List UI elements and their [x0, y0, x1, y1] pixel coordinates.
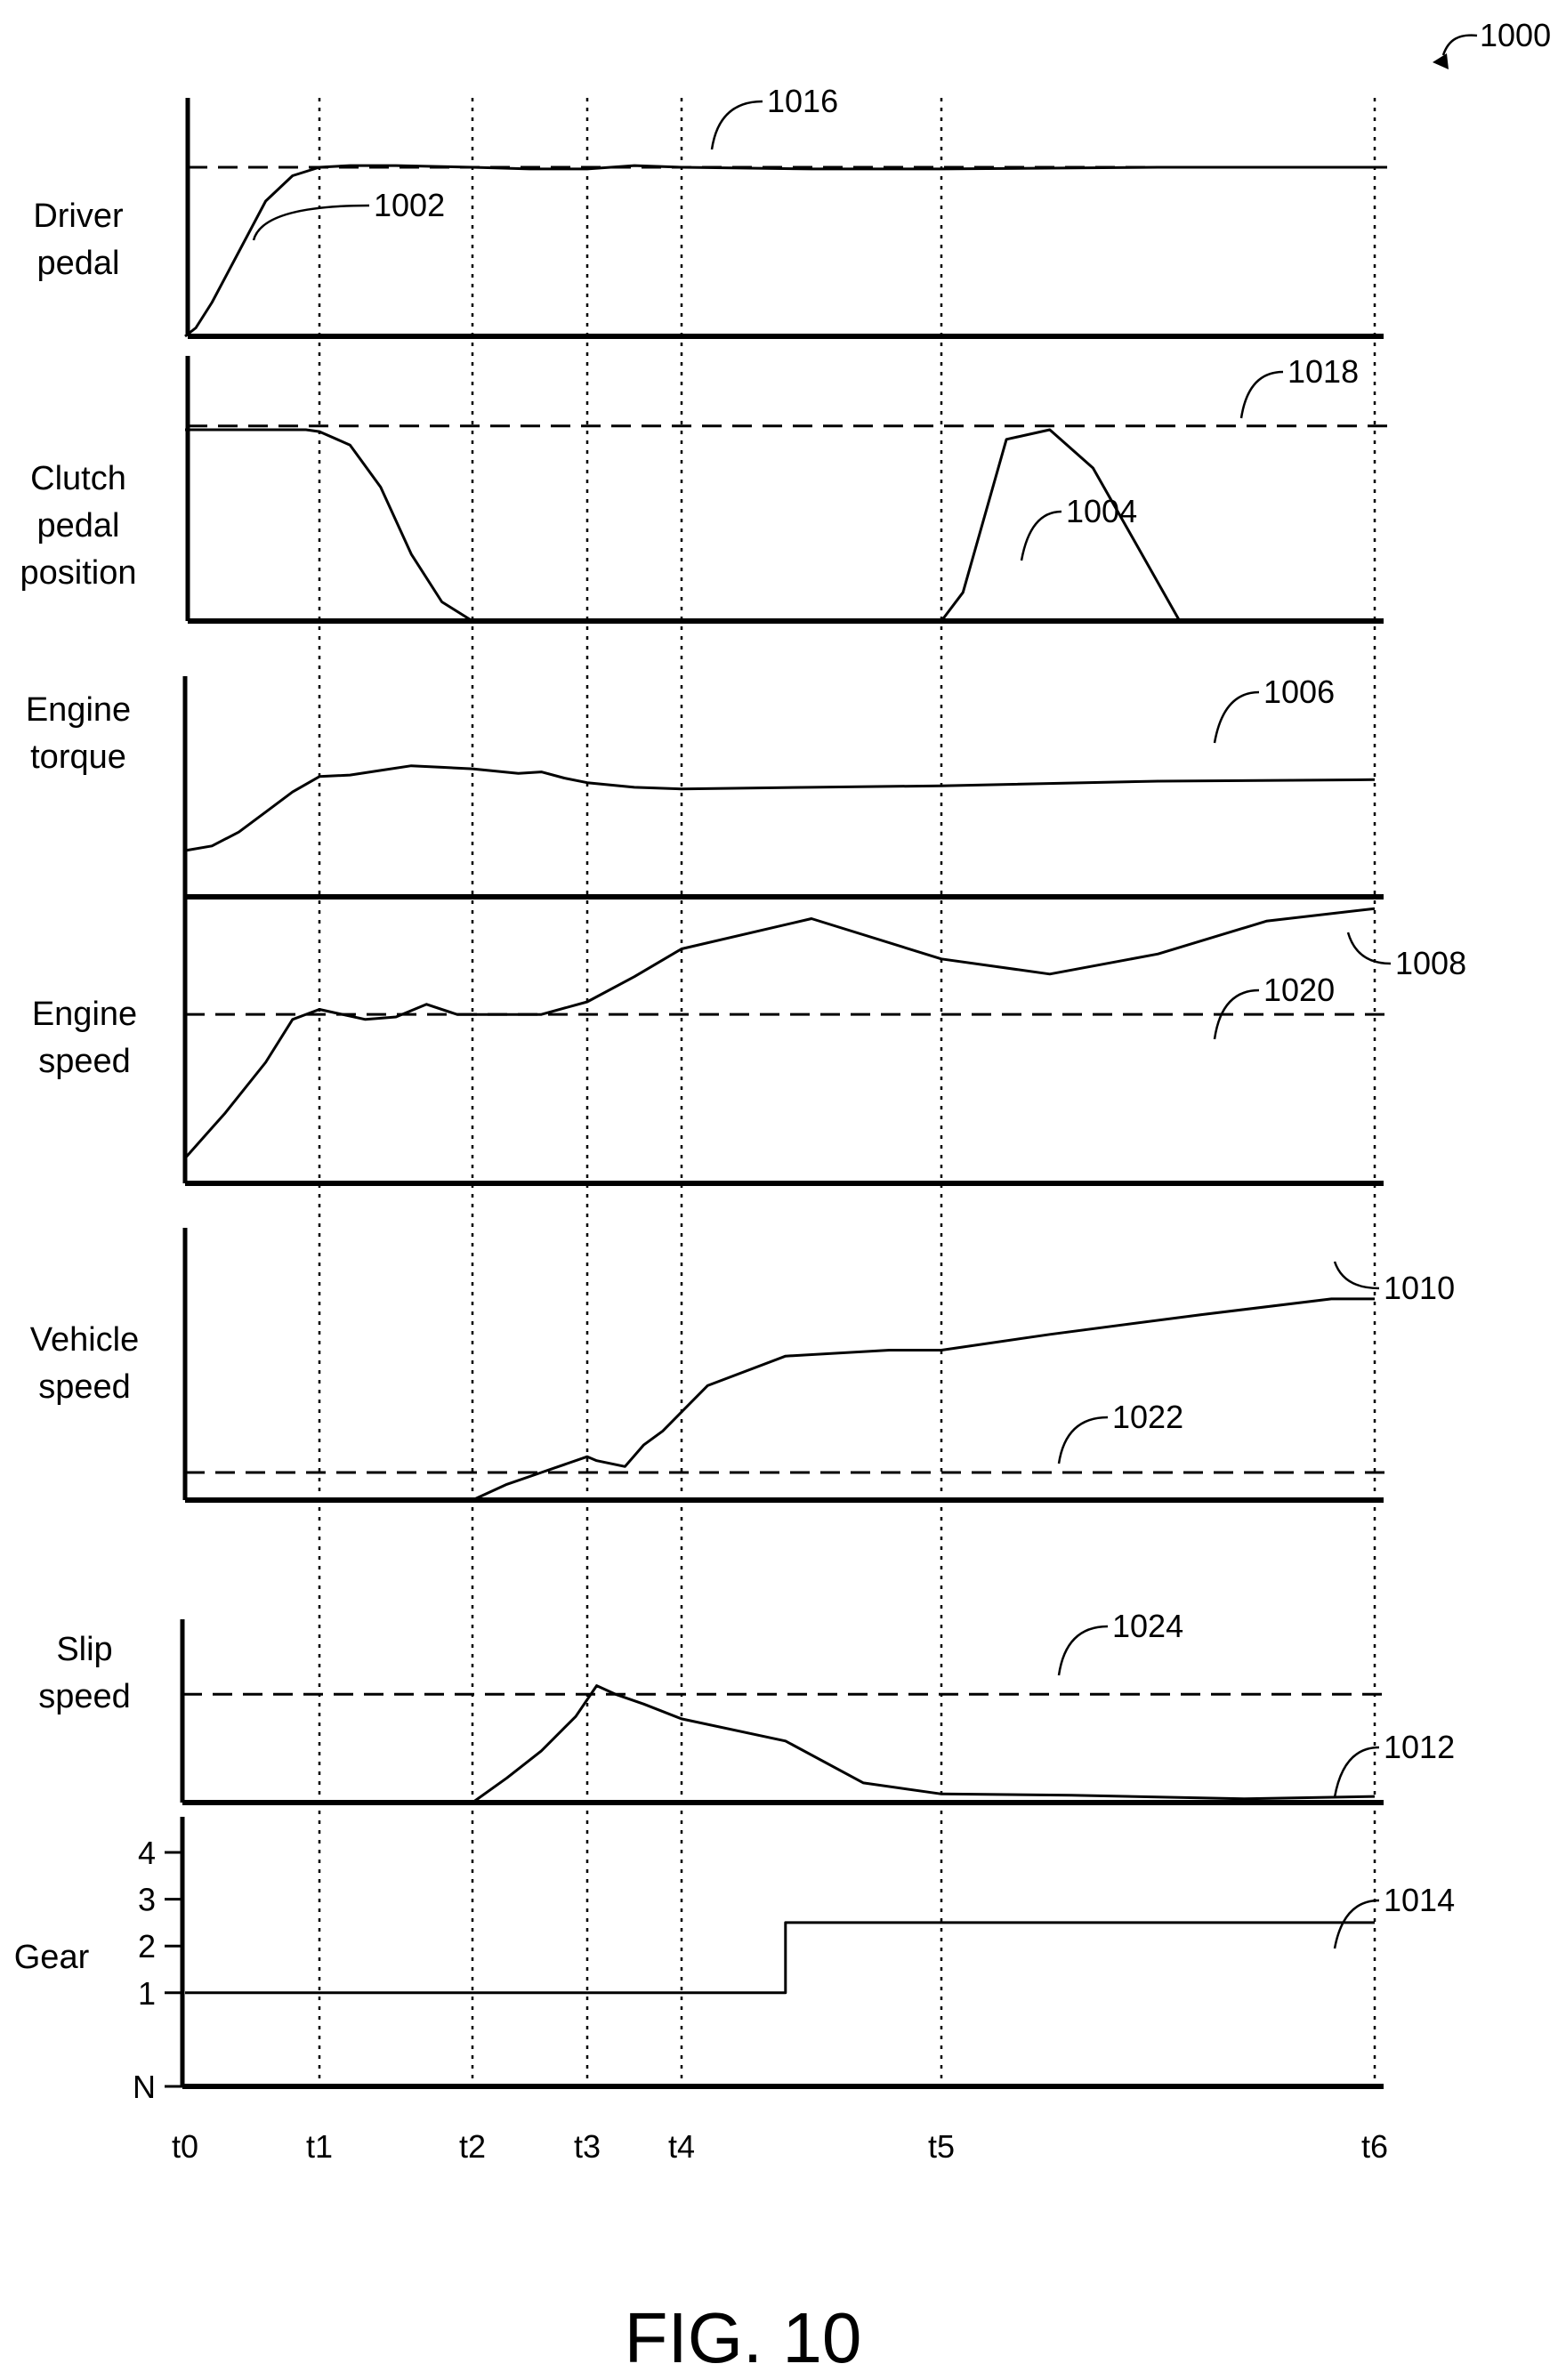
curve-reference-label: 1002	[374, 187, 445, 223]
panel-6: Slip speed 1012 1024	[38, 1608, 1455, 1805]
figure-reference-label: 1000	[1480, 17, 1551, 53]
time-tick-label: t6	[1361, 2128, 1388, 2165]
data-curve	[185, 1921, 1375, 1995]
threshold-reference-label: 1024	[1112, 1608, 1183, 1644]
threshold-reference-label: 1020	[1263, 972, 1335, 1008]
threshold-reference-label: 1018	[1288, 353, 1359, 390]
curve-reference-leader	[1333, 1746, 1380, 1798]
panel-4: Engine speed 1008 1020	[32, 845, 1466, 1186]
time-tick-label: t3	[574, 2128, 601, 2165]
threshold-reference-leader	[1057, 1416, 1109, 1464]
gear-tick-label: 2	[138, 1928, 156, 1965]
panel-label-line: position	[20, 554, 137, 592]
panel-label-line: speed	[38, 1043, 131, 1080]
gear-tick-label: 1	[138, 1975, 156, 2012]
panel-label-line: Clutch	[30, 460, 126, 497]
panel-label-line: speed	[38, 1368, 131, 1406]
data-curve	[185, 1684, 1376, 1804]
data-curve	[184, 764, 1376, 852]
threshold-reference-leader	[1239, 370, 1284, 419]
time-axis-ticks: t0 t1 t2 t3 t4 t5 t6	[172, 2128, 1388, 2165]
gear-tick-label: 4	[138, 1835, 156, 1871]
data-curve	[184, 164, 1375, 338]
threshold-reference-label: 1016	[767, 83, 838, 119]
time-tick-label: t4	[668, 2128, 695, 2165]
threshold-reference-leader	[1213, 988, 1260, 1040]
figure-reference-arrowhead	[1433, 53, 1449, 69]
threshold-reference-leader	[710, 100, 763, 150]
curve-reference-leader	[1346, 932, 1392, 965]
curve-reference-label: 1010	[1384, 1270, 1455, 1306]
curve-reference-label: 1014	[1384, 1882, 1455, 1918]
curve-reference-label: 1008	[1395, 945, 1466, 981]
panel-2: Clutch pedal position 1004 1018	[20, 353, 1392, 624]
panel-label-line: Gear	[14, 1939, 90, 1976]
curve-reference-leader	[1213, 690, 1260, 744]
time-tick-label: t1	[306, 2128, 333, 2165]
panel-label-line: speed	[38, 1678, 131, 1715]
panel-1: Driver pedal 1002 1016	[33, 83, 1392, 339]
threshold-reference-leader	[1057, 1625, 1109, 1676]
panel-label-line: torque	[30, 738, 126, 776]
panel-label-line: Driver	[33, 198, 124, 235]
time-tick-label: t2	[459, 2128, 486, 2165]
time-tick-label: t5	[928, 2128, 955, 2165]
time-tick-label: t0	[172, 2128, 198, 2165]
panel-label-line: Vehicle	[30, 1321, 140, 1359]
panel-label-line: Engine	[32, 996, 137, 1033]
panel-5: Vehicle speed 1010 1022	[30, 1228, 1455, 1503]
curve-reference-label: 1004	[1066, 493, 1137, 529]
panel-7: Gear 1014 N 1 2 3 4	[14, 1817, 1455, 2105]
panel-label-line: Slip	[56, 1631, 112, 1668]
figure-reference-leader	[1441, 34, 1478, 56]
panel-label-line: pedal	[37, 507, 120, 545]
curve-reference-label: 1006	[1263, 674, 1335, 710]
panel-label-line: Engine	[26, 691, 131, 729]
panel-3: Engine torque 1006	[26, 674, 1384, 900]
curve-reference-leader	[1020, 510, 1062, 561]
curve-reference-leader	[1333, 1261, 1380, 1290]
curve-reference-leader	[1333, 1899, 1380, 1949]
curve-reference-leader	[252, 204, 370, 241]
panel-label-line: pedal	[37, 245, 120, 282]
time-gridlines	[318, 98, 1376, 2086]
panels: Driver pedal 1002 1016 Clutch pedal position 10…	[14, 83, 1466, 2105]
gear-tick-label: N	[133, 2069, 156, 2105]
data-curve	[185, 1297, 1375, 1502]
data-curve	[183, 907, 1376, 1159]
data-curve	[185, 428, 1375, 623]
gear-tick-label: 3	[138, 1882, 156, 1918]
curve-reference-label: 1012	[1384, 1729, 1455, 1765]
threshold-reference-label: 1022	[1112, 1399, 1183, 1435]
figure-caption: FIG. 10	[625, 2298, 862, 2377]
